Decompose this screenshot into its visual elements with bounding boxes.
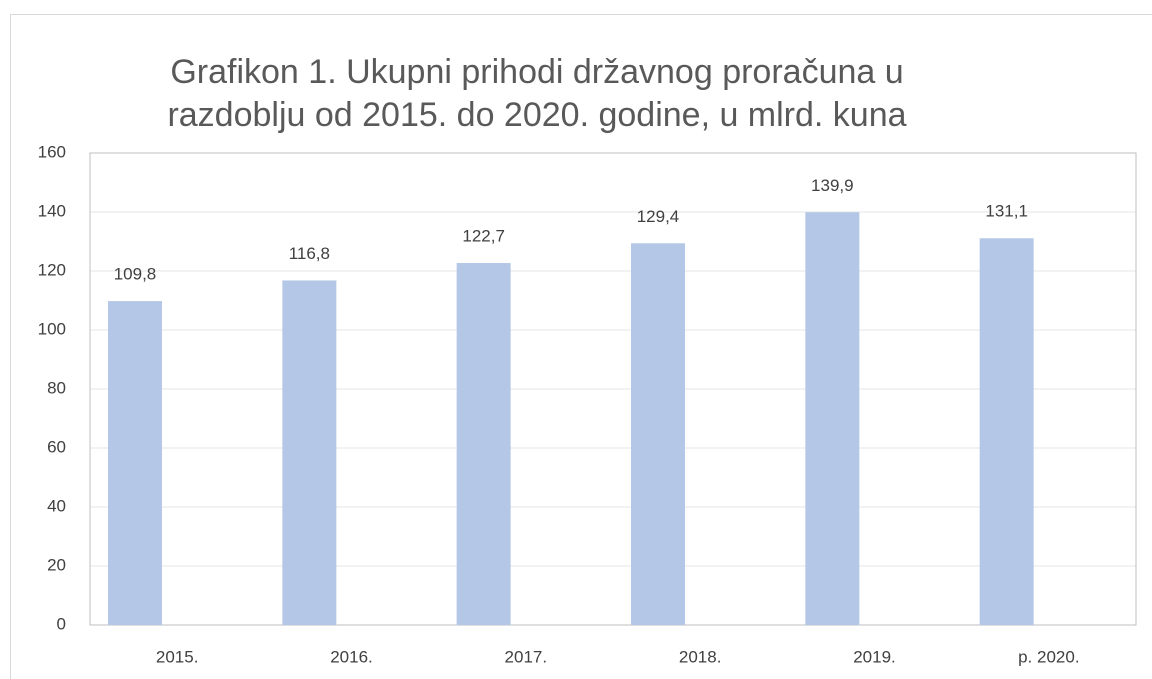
data-label: 131,1 [985,202,1028,221]
bar [805,212,860,626]
bar [282,280,337,625]
y-tick-label: 40 [47,496,66,515]
y-tick-label: 140 [38,201,66,220]
chart-title: Grafikon 1. Ukupni prihodi državnog pror… [170,53,903,91]
data-label: 139,9 [811,176,854,195]
data-label: 129,4 [637,207,680,226]
y-tick-label: 100 [38,319,66,338]
chart-title: razdoblju od 2015. do 2020. godine, u ml… [167,96,906,134]
y-tick-label: 0 [57,614,66,633]
plot-border [89,152,1137,626]
y-tick-label: 120 [38,260,66,279]
y-tick-label: 20 [47,555,66,574]
x-tick-label: 2016. [330,647,373,666]
x-tick-label: 2017. [505,647,548,666]
x-tick-label: p. 2020. [1018,647,1079,666]
x-tick-label: 2015. [156,647,199,666]
data-label: 122,7 [462,227,505,246]
y-tick-label: 80 [47,378,66,397]
y-tick-label: 60 [47,437,66,456]
bar [108,301,162,625]
bar [631,243,685,625]
data-label: 116,8 [289,244,330,263]
bar [456,263,511,625]
y-tick-label: 160 [38,142,66,161]
bar [979,238,1034,625]
x-tick-label: 2018. [679,647,722,666]
chart-frame [10,14,1152,679]
x-tick-label: 2019. [853,647,896,666]
data-label: 109,8 [114,265,157,284]
